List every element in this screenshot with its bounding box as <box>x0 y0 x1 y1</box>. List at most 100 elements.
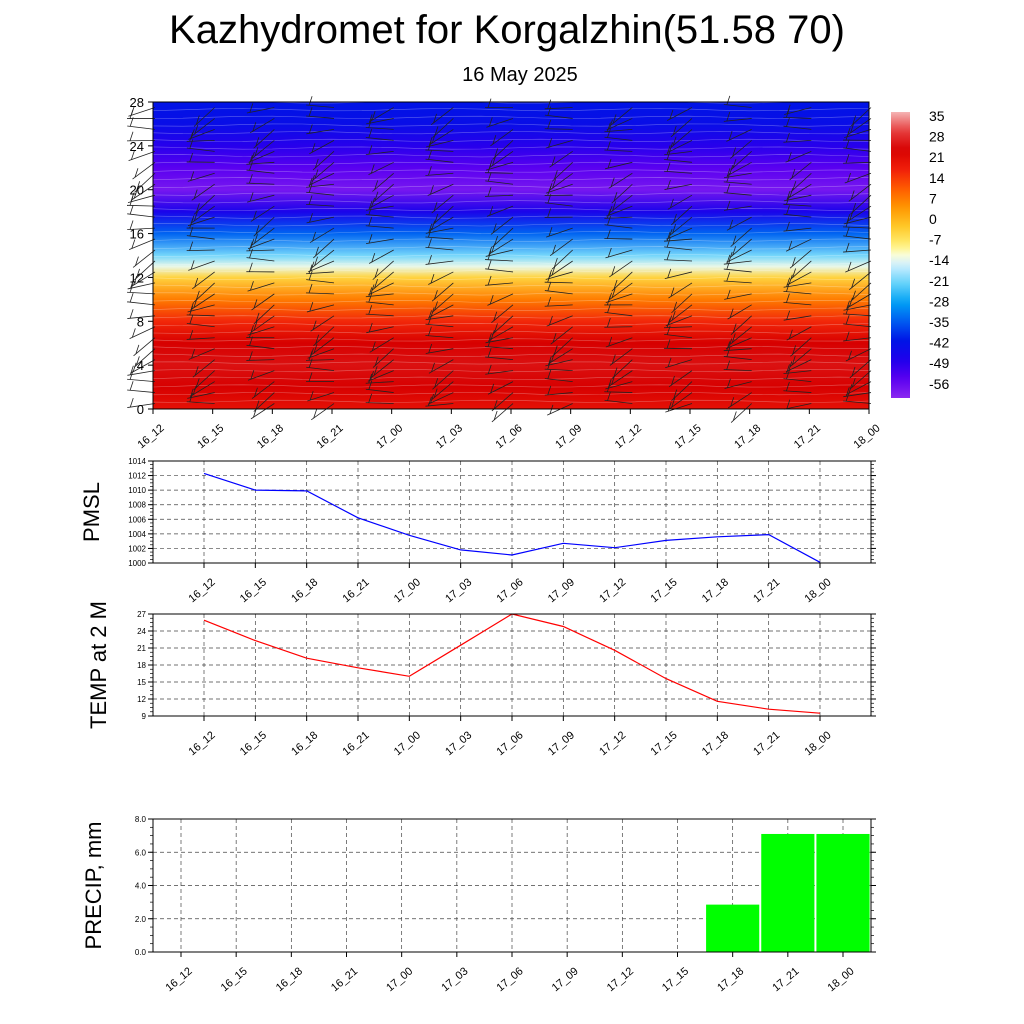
wind-barb <box>845 260 872 273</box>
barb-staff <box>306 271 335 275</box>
barb-flag <box>252 122 257 132</box>
y-tick-label: 16 <box>130 227 144 242</box>
barb-staff <box>844 129 872 138</box>
wind-barb <box>127 117 156 130</box>
y-axis-label: PRECIP, mm <box>81 822 106 950</box>
barb-flag <box>492 156 496 166</box>
wind-barb <box>428 216 454 232</box>
wind-barb <box>729 326 752 345</box>
y-tick-label: 4.0 <box>135 882 147 891</box>
wind-barb <box>789 161 812 181</box>
barb-staff <box>606 118 633 131</box>
barb-flag <box>607 391 611 401</box>
barb-flag <box>368 287 373 297</box>
x-tick-label: 17_18 <box>700 729 731 758</box>
barb-staff <box>668 282 693 299</box>
x-tick-label: 17_15 <box>660 965 691 994</box>
wind-barb <box>251 293 275 311</box>
wind-barb <box>783 117 812 130</box>
y-tick-label: 1012 <box>128 472 146 481</box>
barb-flag <box>135 256 139 266</box>
barb-flag <box>789 187 794 198</box>
x-tick-label: 17_06 <box>494 965 525 994</box>
barb-flag <box>370 164 375 174</box>
barb-flag <box>670 198 674 208</box>
barb-staff <box>428 271 454 285</box>
wind-barb <box>783 381 812 393</box>
barb-staff <box>127 125 156 130</box>
barb-flag <box>792 180 797 191</box>
barb-staff <box>544 368 573 372</box>
barb-flag <box>493 311 498 321</box>
barb-staff <box>490 129 514 147</box>
wind-barb <box>664 231 693 242</box>
wind-barb <box>186 152 215 163</box>
barb-staff <box>724 381 752 389</box>
barb-staff <box>306 191 335 196</box>
barb-flag <box>309 302 314 312</box>
barb-staff <box>432 370 454 390</box>
wind-barb <box>308 172 335 186</box>
wind-barb <box>850 107 872 127</box>
wind-barb <box>847 118 872 135</box>
x-tick-label: 17_12 <box>605 965 636 994</box>
contour-line <box>153 223 870 227</box>
barb-flag <box>728 338 733 348</box>
barb-flag <box>309 213 313 223</box>
barb-staff <box>246 257 275 262</box>
y-tick-label: 24 <box>130 139 144 154</box>
barb-flag <box>667 402 672 412</box>
wind-barb <box>309 227 335 243</box>
contour-line <box>152 254 870 258</box>
colorbar-label: -28 <box>929 293 949 309</box>
barb-staff <box>847 205 872 222</box>
wind-barb <box>845 348 872 362</box>
x-tick-label: 16_12 <box>186 729 217 758</box>
barb-flag <box>548 183 553 193</box>
wind-barb <box>431 381 454 400</box>
x-tick-label: 17_18 <box>715 965 746 994</box>
wind-barb <box>486 205 514 217</box>
barb-staff <box>487 381 514 395</box>
barb-flag <box>189 132 194 142</box>
wind-barb <box>368 161 394 176</box>
barb-flag <box>848 350 852 360</box>
barb-staff <box>786 271 812 286</box>
barb-flag <box>253 210 257 220</box>
wind-barb <box>727 304 752 320</box>
wind-barb <box>665 315 693 327</box>
x-tick-label: 17_15 <box>672 422 703 451</box>
barb-flag <box>607 247 612 258</box>
colorbar: 35 28 21 14 7 0 -7 -14 -21 -28 -35 -42 -49 -56 <box>891 108 949 398</box>
barb-flag <box>551 156 556 166</box>
barb-staff <box>669 392 693 410</box>
colorbar-label: -42 <box>929 335 949 351</box>
barb-staff <box>251 293 275 311</box>
barb-staff <box>723 356 752 361</box>
barb-flag <box>669 109 674 120</box>
wind-barb <box>432 293 454 313</box>
barb-flag <box>370 284 375 294</box>
contour-line <box>152 376 870 380</box>
barb-staff <box>664 326 693 329</box>
barb-flag <box>368 216 373 227</box>
wind-barb <box>545 138 573 149</box>
wind-barb <box>431 282 454 302</box>
wind-barb <box>246 161 275 174</box>
barb-staff <box>605 337 633 348</box>
barb-staff <box>785 238 812 252</box>
wind-barb <box>850 282 872 303</box>
barb-staff <box>727 304 752 320</box>
barb-flag <box>608 206 613 216</box>
barb-staff <box>849 359 872 379</box>
barb-flag <box>250 238 255 248</box>
barb-flag <box>133 275 138 286</box>
barb-flag <box>606 140 611 151</box>
wind-barb <box>783 399 812 410</box>
colorbar-label: 7 <box>929 190 937 206</box>
wind-barb <box>488 326 514 342</box>
barb-staff <box>432 118 454 138</box>
wind-barb <box>606 118 633 131</box>
barb-staff <box>664 159 693 163</box>
wind-barb <box>550 326 573 345</box>
